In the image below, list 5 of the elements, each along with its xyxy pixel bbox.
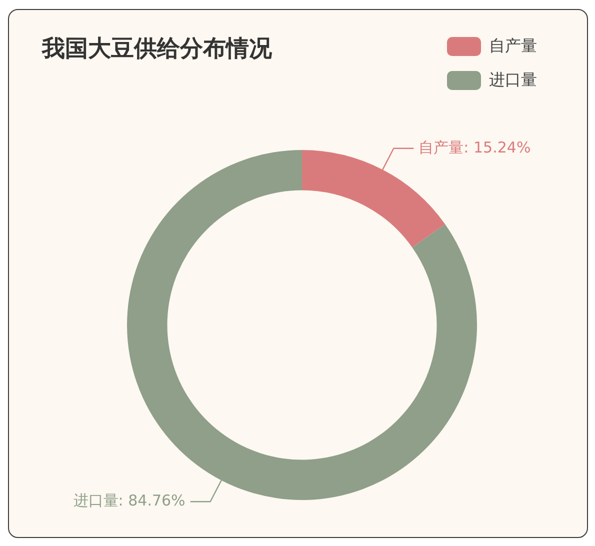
data-label: 自产量: 15.24%: [418, 138, 531, 156]
chart-title: 我国大豆供给分布情况: [42, 35, 272, 64]
legend-label: 自产量: [489, 36, 537, 57]
legend-label: 进口量: [489, 70, 537, 91]
data-label: 进口量: 84.76%: [73, 492, 186, 510]
